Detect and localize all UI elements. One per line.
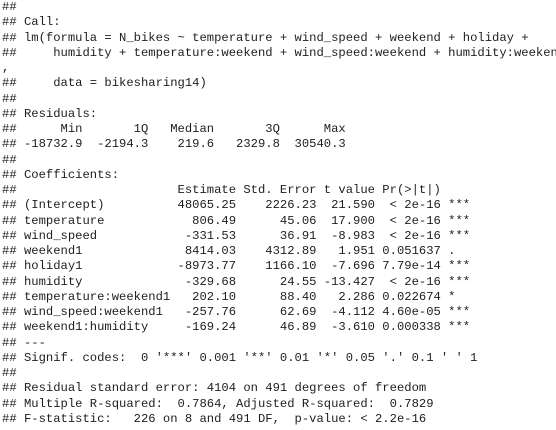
console-line: ## humidity -329.68 24.55 -13.427 < 2e-1… [2,274,471,289]
console-line: ## holiday1 -8973.77 1166.10 -7.696 7.79… [2,259,471,274]
console-line: ## Coefficients: [2,167,120,182]
console-line: ## weekend1 8414.03 4312.89 1.951 0.0516… [2,244,471,258]
console-line: ## temperature 806.49 45.06 17.900 < 2e-… [2,213,471,228]
console-line: ## F-statistic: 226 on 8 and 491 DF, p-v… [2,411,427,426]
console-line: , [2,61,10,75]
console-line: ## Estimate Std. Error t value Pr(>|t|) [2,183,471,197]
console-line: ## data = bikesharing14) [2,76,207,91]
console-line: ## (Intercept) 48065.25 2226.23 21.590 <… [2,198,471,213]
console-line: ## wind_speed:weekend1 -257.76 62.69 -4.… [2,305,471,319]
console-line: ## weekend1:humidity -169.24 46.89 -3.61… [2,320,471,335]
console-line: ## Min 1Q Median 3Q Max [2,122,354,136]
console-line: ## [2,366,24,380]
console-line: ## temperature:weekend1 202.10 88.40 2.2… [2,289,471,304]
console-line: ## lm(formula = N_bikes ~ temperature + … [2,30,536,45]
console-line: ## -18732.9 -2194.3 219.6 2329.8 30540.3 [2,137,354,152]
console-line: ## Signif. codes: 0 '***' 0.001 '**' 0.0… [2,350,478,365]
console-line: ## Residuals: [2,106,98,121]
console-line: ## Multiple R-squared: 0.7864, Adjusted … [2,396,441,411]
console-line: ## --- [2,335,46,350]
console-line: ## Residual standard error: 4104 on 491 … [2,381,427,396]
console-line: ## [2,152,24,167]
console-line: ## Call: [2,15,61,30]
console-line: ## [2,0,24,14]
console-line: ## [2,91,24,106]
console-line: ## wind_speed -331.53 36.91 -8.983 < 2e-… [2,228,471,243]
console-line: ## humidity + temperature:weekend + wind… [2,45,556,60]
